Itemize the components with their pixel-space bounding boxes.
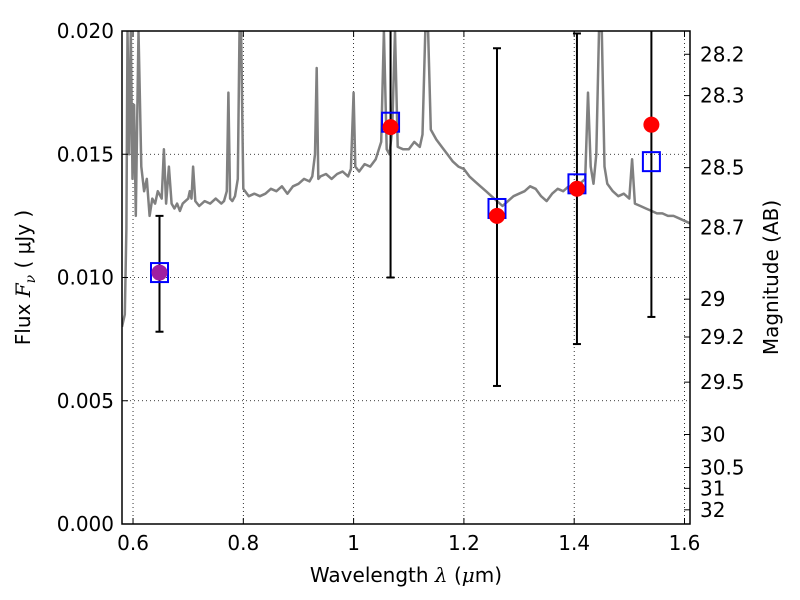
- y2-tick-label: 30.5: [700, 456, 745, 480]
- x-tick-label: 0.8: [227, 531, 259, 555]
- x-tick-label: 1: [347, 531, 360, 555]
- model-square-marker: [149, 262, 169, 284]
- x-axis-title-unit-open: (: [448, 563, 462, 587]
- y-axis-title-unit: ( μJy ): [11, 210, 35, 275]
- observed-point-marker: [643, 116, 660, 133]
- x-axis-title-prefix: Wavelength: [310, 563, 435, 587]
- y-tick-label: 0.020: [57, 19, 114, 43]
- x-tick-label: 1.2: [448, 531, 480, 555]
- y-tick-label: 0.015: [57, 142, 114, 166]
- y-tick-label: 0.000: [57, 512, 114, 536]
- y-axis-title: Flux Fν ( μJy ): [11, 210, 39, 345]
- y2-tick-label: 29.5: [700, 370, 745, 394]
- x-tick-label: 1.4: [558, 531, 590, 555]
- grid-lines: [122, 31, 690, 524]
- y2-tick-label: 32: [700, 498, 725, 522]
- observed-photometry-markers: [151, 116, 660, 281]
- model-spectrum: [122, 31, 690, 328]
- observed-point-marker: [382, 119, 399, 136]
- y2-tick-label: 28.5: [700, 156, 745, 180]
- secondary-y-axis-title: Magnitude (AB): [759, 200, 783, 355]
- observed-point-marker: [151, 264, 168, 281]
- y-tick-label: 0.005: [57, 389, 114, 413]
- x-axis-title-symbol: λ: [434, 563, 448, 587]
- y2-tick-label: 31: [700, 476, 725, 500]
- x-tick-label: 1.6: [669, 531, 701, 555]
- x-axis-title: Wavelength λ (μm): [310, 563, 502, 587]
- y2-tick-label: 28.3: [700, 84, 745, 108]
- y2-tick-label: 29.2: [700, 325, 745, 349]
- spectrum-line: [122, 31, 690, 328]
- x-axis-title-unit-rest: m): [475, 563, 502, 587]
- y-tick-label: 0.010: [57, 266, 114, 290]
- y2-tick-label: 30: [700, 422, 725, 446]
- y2-tick-label: 29: [700, 287, 725, 311]
- y2-tick-label: 28.2: [700, 42, 745, 66]
- y-axis-title-prefix: Flux: [11, 297, 35, 345]
- x-axis-title-unit-mu: μ: [462, 563, 475, 587]
- observed-point-marker: [568, 180, 585, 197]
- error-bars: [155, 31, 656, 387]
- y-axis-title-subscript: ν: [23, 274, 39, 283]
- y-axis-title-symbol: F: [11, 282, 35, 298]
- axis-ticks: 0.6 0.8 1 1.2 1.4 1.6 0.000 0.005 0.010 0.015 0.02…: [57, 19, 745, 555]
- model-square-marker: [641, 151, 661, 173]
- y2-tick-label: 28.7: [700, 216, 745, 240]
- observed-point-marker: [488, 207, 505, 224]
- x-tick-label: 0.6: [117, 531, 149, 555]
